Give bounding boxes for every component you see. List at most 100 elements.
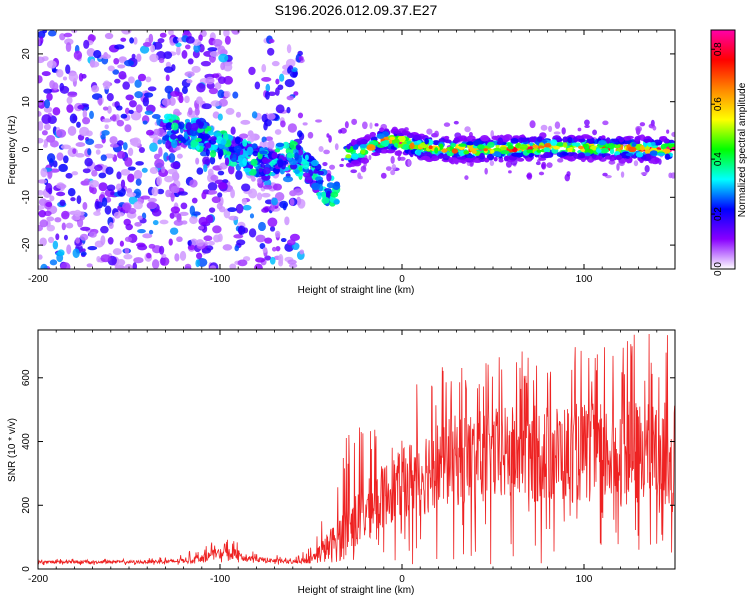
heatmap-cell — [111, 114, 117, 122]
heatmap-cell — [302, 160, 310, 170]
heatmap-cell — [38, 190, 44, 196]
heatmap-cell — [122, 81, 130, 90]
heatmap-cell — [65, 222, 74, 229]
spectrogram-x-tick-label: 0 — [399, 274, 405, 285]
heatmap-cell — [158, 146, 163, 157]
heatmap-cell — [63, 32, 73, 38]
heatmap-cell — [128, 207, 137, 215]
heatmap-cell — [376, 133, 385, 139]
heatmap-cell — [218, 53, 229, 63]
heatmap-cell — [114, 264, 125, 269]
heatmap-cell — [134, 221, 142, 227]
heatmap-cell — [60, 262, 71, 269]
heatmap-cell — [38, 110, 42, 117]
heatmap-cell — [149, 166, 159, 175]
heatmap-cell — [429, 155, 440, 162]
heatmap-cell — [115, 105, 123, 111]
colorbar-tick-label: 0.4 — [713, 152, 724, 166]
heatmap-cell — [46, 92, 53, 101]
heatmap-cell — [334, 143, 339, 151]
heatmap-cell — [118, 56, 127, 62]
heatmap-cell — [165, 189, 171, 198]
heatmap-cell — [256, 192, 263, 201]
heatmap-cell — [231, 157, 237, 162]
heatmap-cell — [664, 153, 671, 160]
heatmap-cell — [72, 248, 80, 259]
heatmap-cell — [213, 132, 222, 137]
heatmap-cell — [38, 56, 45, 64]
snr-x-axis: -200 -100 0 100 — [28, 330, 676, 585]
heatmap-cell — [171, 122, 179, 131]
heatmap-cell — [205, 147, 210, 157]
heatmap-cell — [100, 254, 111, 263]
heatmap-cell — [240, 119, 251, 125]
heatmap-cell — [299, 249, 305, 255]
heatmap-cell — [120, 113, 128, 119]
heatmap-cell — [40, 167, 48, 178]
heatmap-cell — [286, 44, 292, 54]
heatmap-cell — [248, 66, 256, 76]
heatmap-cell — [162, 119, 170, 124]
heatmap-cell — [526, 172, 533, 180]
heatmap-cell — [293, 91, 299, 96]
heatmap-cell — [42, 30, 48, 34]
heatmap-cell — [635, 151, 644, 158]
heatmap-cell — [396, 143, 403, 148]
heatmap-cell — [67, 188, 76, 197]
heatmap-cell — [147, 86, 157, 92]
heatmap-cell — [548, 125, 553, 133]
heatmap-cell — [266, 113, 276, 120]
heatmap-cell — [639, 122, 646, 127]
heatmap-cell — [195, 137, 203, 143]
heatmap-cell — [289, 198, 295, 207]
heatmap-cell — [307, 131, 314, 139]
heatmap-cell — [620, 171, 625, 178]
heatmap-cell — [554, 121, 561, 129]
heatmap-cell — [147, 197, 158, 203]
heatmap-cell — [158, 58, 165, 64]
heatmap-cell — [223, 62, 233, 72]
heatmap-cell — [635, 127, 641, 135]
colorbar-bar — [710, 29, 736, 270]
heatmap-cell — [272, 183, 282, 191]
heatmap-cell — [124, 124, 132, 133]
snr-x-tick-label: -100 — [210, 574, 230, 585]
heatmap-cell — [210, 136, 217, 142]
heatmap-cell — [49, 168, 60, 173]
heatmap-cell — [94, 143, 104, 149]
heatmap-cell — [177, 191, 188, 196]
heatmap-cell — [43, 123, 51, 131]
heatmap-cell — [346, 143, 351, 150]
heatmap-cell — [526, 149, 533, 154]
heatmap-cell — [189, 205, 196, 216]
heatmap-cell — [409, 142, 415, 150]
heatmap-cell — [123, 254, 133, 260]
heatmap-cell — [229, 161, 238, 167]
heatmap-cell — [101, 53, 112, 60]
heatmap-cell — [360, 165, 367, 173]
heatmap-cell — [168, 153, 176, 163]
heatmap-cell — [133, 201, 143, 210]
colorbar-tick-label: 0.6 — [713, 97, 724, 111]
heatmap-cell — [123, 218, 131, 226]
heatmap-cell — [287, 239, 296, 246]
heatmap-cell — [223, 90, 231, 98]
heatmap-cell — [438, 143, 444, 150]
heatmap-cell — [135, 161, 144, 166]
heatmap-cell — [294, 169, 300, 175]
heatmap-cell — [618, 136, 625, 143]
heatmap-cell — [345, 162, 353, 168]
heatmap-cell — [89, 58, 96, 68]
snr-panel: -200 -100 0 100 0 200 400 600 Height of straig… — [7, 329, 676, 596]
heatmap-cell — [205, 142, 212, 149]
heatmap-cell — [161, 253, 167, 258]
heatmap-cell — [297, 112, 304, 119]
heatmap-cell — [55, 233, 60, 241]
heatmap-cell — [385, 149, 396, 154]
heatmap-cell — [275, 246, 281, 252]
heatmap-cell — [274, 148, 281, 153]
heatmap-cell — [170, 185, 180, 194]
heatmap-cell — [224, 35, 231, 45]
heatmap-cell — [151, 208, 162, 217]
heatmap-cell — [538, 171, 545, 176]
